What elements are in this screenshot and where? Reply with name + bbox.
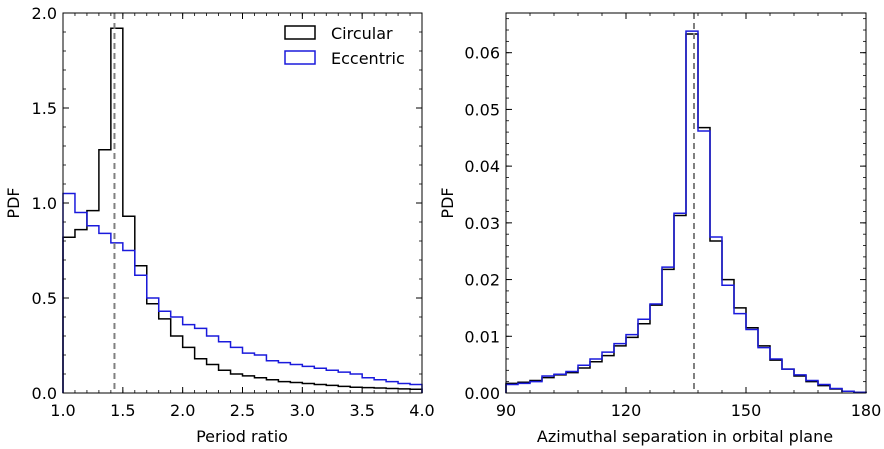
azimuthal-separation-y-tick-label: 0.00 (464, 384, 500, 403)
azimuthal-separation-x-tick-label: 120 (611, 401, 642, 420)
azimuthal-separation-y-axis-label: PDF (438, 187, 457, 218)
azimuthal-separation-x-tick-label: 150 (731, 401, 762, 420)
period-ratio-panel: 1.0 1.5 2.0 2.5 3.0 3.5 4.0 0.0 0.5 1.0 1.5 2.0 Cir… (4, 4, 435, 446)
period-ratio-x-tick-label: 2.0 (170, 401, 195, 420)
period-ratio-x-axis-label: Period ratio (196, 427, 288, 446)
period-ratio-x-tick-label: 2.5 (230, 401, 255, 420)
azimuthal-separation-y-tick-label: 0.01 (464, 327, 500, 346)
period-ratio-x-tick-label: 3.0 (290, 401, 315, 420)
period-ratio-y-tick-label: 0.0 (32, 384, 57, 403)
azimuthal-separation-plot-area: 90 120 150 180 0.00 0.01 0.02 0.03 0.04 0.05 0.06 (464, 12, 882, 420)
period-ratio-y-tick-label: 2.0 (32, 4, 57, 23)
period-ratio-series-eccentric (62, 192, 423, 393)
period-ratio-y-tick-label: 0.5 (32, 289, 57, 308)
period-ratio-x-tick-label: 1.0 (50, 401, 75, 420)
azimuthal-separation-y-tick-label: 0.03 (464, 214, 500, 233)
azimuthal-separation-panel: 90 120 150 1800.000.010.020.030.040.050.06 … (438, 12, 882, 446)
period-ratio-x-tick-label: 1.5 (110, 401, 135, 420)
legend-label-circular: Circular (331, 24, 393, 43)
period-ratio-x-tick-label: 3.5 (349, 401, 374, 420)
azimuthal-separation-y-tick-label: 0.05 (464, 100, 500, 119)
legend-swatch-eccentric (284, 50, 316, 65)
azimuthal-separation-x-tick-label: 180 (851, 401, 882, 420)
period-ratio-plot-area: 1.0 1.5 2.0 2.5 3.0 3.5 4.0 0.0 0.5 1.0 1.5 2.0 (32, 4, 435, 420)
azimuthal-separation-axes-frame (505, 12, 867, 394)
azimuthal-separation-y-tick-label: 0.04 (464, 157, 500, 176)
azimuthal-separation-x-tick-label: 90 (496, 401, 516, 420)
azimuthal-separation-series-eccentric (505, 30, 867, 394)
period-ratio-y-axis-label: PDF (4, 187, 23, 218)
azimuthal-separation-y-tick-label: 0.02 (464, 271, 500, 290)
period-ratio-series-circular (62, 27, 423, 393)
azimuthal-separation-x-axis-label: Azimuthal separation in orbital plane (537, 427, 833, 446)
period-ratio-y-tick-label: 1.5 (32, 99, 57, 118)
period-ratio-x-tick-label: 4.0 (409, 401, 434, 420)
legend-swatch-circular (284, 25, 316, 40)
legend-label-eccentric: Eccentric (331, 49, 405, 68)
period-ratio-y-tick-label: 1.0 (32, 194, 57, 213)
period-ratio-legend: Circular Eccentric (284, 24, 405, 68)
azimuthal-separation-y-tick-label: 0.06 (464, 44, 500, 63)
period-ratio-axes-frame (62, 12, 423, 394)
